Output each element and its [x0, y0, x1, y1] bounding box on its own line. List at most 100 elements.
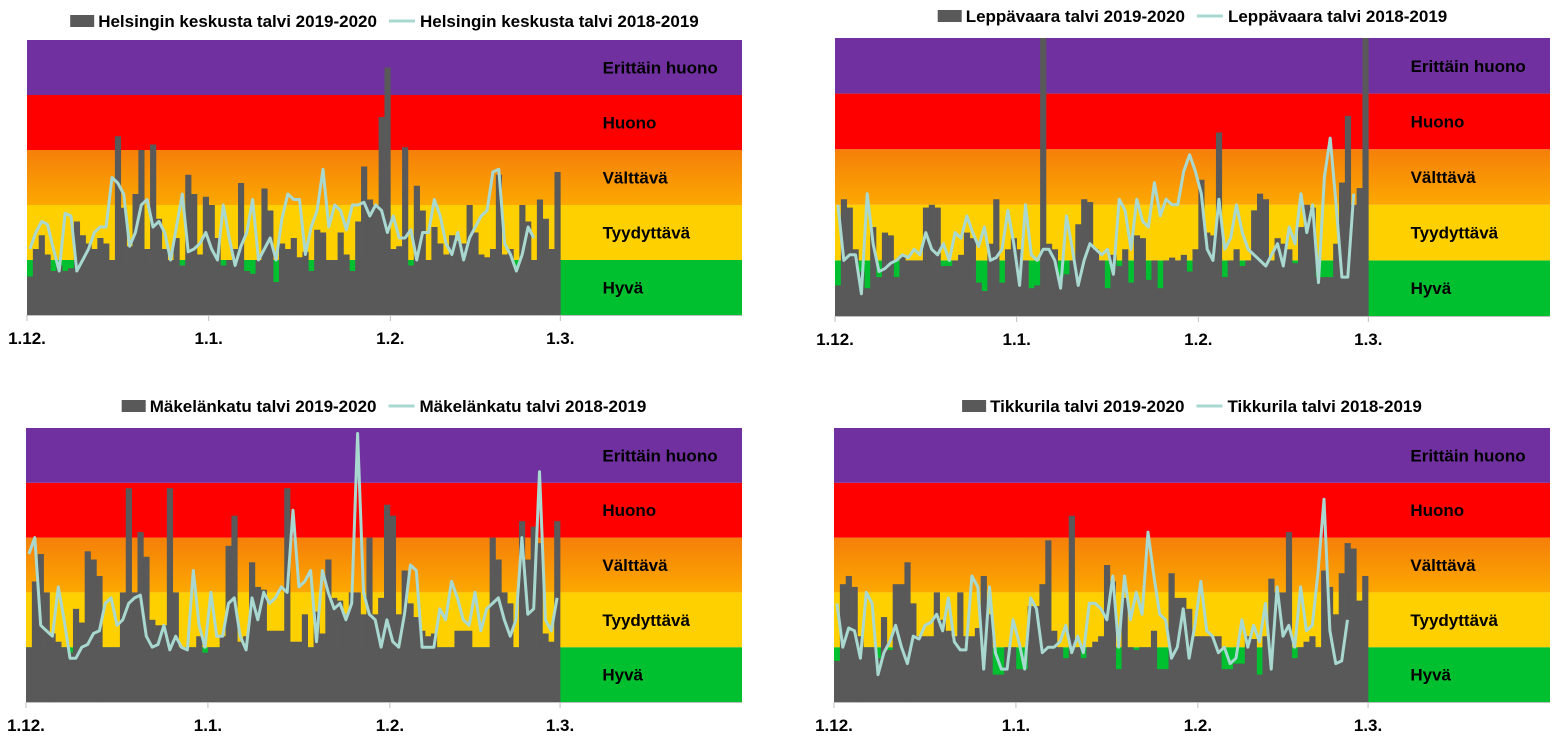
bar — [207, 647, 215, 702]
bar — [1069, 260, 1076, 316]
bar — [536, 543, 543, 702]
bar — [1350, 204, 1357, 316]
bar — [1015, 669, 1023, 702]
band-label: Tyydyttävä — [603, 224, 691, 243]
bar — [999, 282, 1006, 316]
bar — [1022, 260, 1029, 316]
bar — [232, 249, 239, 315]
band-3 — [835, 149, 1550, 205]
bar — [483, 647, 490, 702]
bar — [249, 562, 256, 702]
bar — [1163, 260, 1170, 316]
bar — [131, 592, 138, 702]
band-4 — [835, 93, 1550, 150]
bar — [413, 617, 420, 702]
bar — [172, 592, 179, 702]
bar — [160, 625, 168, 702]
bar — [1028, 288, 1035, 316]
legend-label: Helsingin keskusta talvi 2018-2019 — [420, 12, 699, 31]
bar — [1062, 658, 1070, 702]
bar — [49, 633, 56, 702]
bar — [1303, 641, 1310, 702]
bar — [958, 254, 965, 316]
legend-label: Mäkelänkatu talvi 2018-2019 — [420, 397, 647, 416]
bar — [273, 282, 280, 315]
bar — [1274, 592, 1281, 702]
bar — [108, 647, 115, 702]
bar — [1321, 277, 1328, 316]
bar — [1157, 288, 1164, 316]
bar — [489, 537, 496, 702]
band-label: Tyydyttävä — [1410, 611, 1498, 630]
bar — [1092, 249, 1100, 316]
bar — [1168, 573, 1175, 702]
bar — [202, 196, 209, 315]
bar — [998, 674, 1005, 702]
bar — [1280, 592, 1287, 702]
bar — [952, 260, 959, 316]
bar — [1192, 249, 1199, 316]
bar — [1180, 597, 1187, 702]
bar — [114, 136, 122, 315]
bar — [167, 260, 174, 315]
bar — [308, 271, 315, 315]
bar — [243, 271, 250, 315]
bar — [442, 647, 449, 702]
bar — [372, 614, 379, 702]
bar — [1139, 238, 1146, 316]
bar — [536, 199, 544, 315]
bar — [501, 592, 508, 702]
bar — [1286, 249, 1293, 316]
band-label: Erittäin huono — [1410, 446, 1525, 465]
bar — [448, 647, 455, 702]
bar — [254, 586, 262, 702]
bar — [302, 251, 309, 315]
bar — [916, 636, 923, 702]
bar — [1010, 238, 1017, 316]
bar — [1074, 647, 1081, 702]
bar — [1057, 647, 1064, 702]
bar — [325, 260, 333, 315]
bar — [1040, 38, 1047, 316]
bar — [542, 218, 549, 315]
bar — [401, 570, 408, 702]
bar — [1128, 282, 1135, 316]
bar — [1227, 669, 1234, 702]
bar — [1233, 663, 1240, 702]
bar — [213, 647, 220, 702]
x-tick-label: 1.3. — [1354, 716, 1382, 735]
line-series — [27, 432, 559, 660]
bar — [1221, 669, 1228, 702]
legend-label: Leppävaara talvi 2018-2019 — [1228, 7, 1447, 26]
bar — [378, 597, 385, 702]
bar — [150, 144, 157, 315]
bar — [876, 277, 883, 316]
band-4 — [834, 482, 1550, 538]
bar — [904, 562, 911, 702]
legend-swatch-bar — [121, 400, 146, 412]
bar — [1204, 232, 1211, 316]
bar — [1362, 575, 1369, 702]
bar — [396, 246, 403, 315]
bar — [1098, 636, 1105, 702]
bar — [437, 243, 444, 315]
bar — [454, 630, 461, 702]
bar — [1210, 235, 1217, 316]
bar — [975, 282, 982, 316]
bar — [50, 271, 57, 315]
bar — [249, 273, 256, 315]
bar — [834, 660, 841, 702]
bar — [366, 199, 374, 315]
bar — [922, 207, 930, 316]
bar — [1238, 663, 1246, 702]
x-tick-label: 1.1. — [195, 329, 223, 348]
bar — [893, 277, 900, 316]
band-5 — [26, 428, 742, 483]
band-label: Välttävä — [1411, 168, 1477, 187]
bar — [1086, 647, 1093, 702]
bar — [911, 260, 918, 316]
bar — [1004, 647, 1011, 702]
bar — [179, 265, 186, 315]
band-label: Huono — [1411, 112, 1465, 131]
bar — [402, 147, 409, 315]
